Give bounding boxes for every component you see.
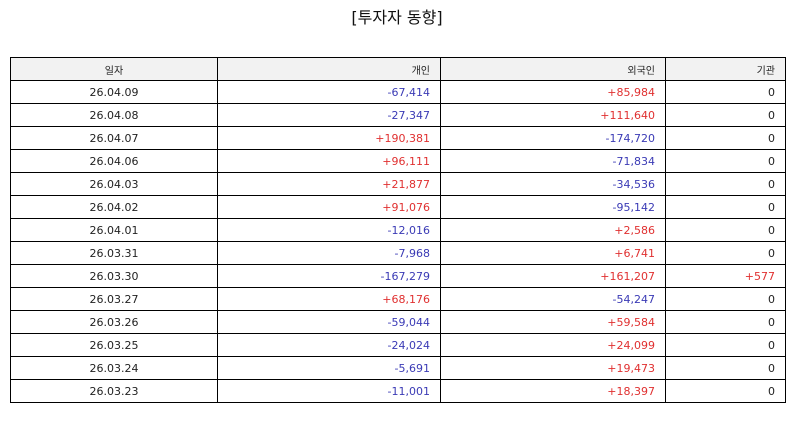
cell-individual: +190,381 bbox=[217, 126, 441, 150]
table-row: 26.03.23 -11,001 +18,397 0 bbox=[10, 379, 786, 403]
cell-foreign: +111,640 bbox=[440, 103, 666, 127]
page-title: [투자자 동향] bbox=[351, 8, 443, 27]
table-row: 26.03.25 -24,024 +24,099 0 bbox=[10, 333, 786, 357]
cell-date: 26.04.08 bbox=[10, 103, 218, 127]
table-body: 26.04.09 -67,414 +85,984 0 26.04.08 -27,347 +1… bbox=[10, 80, 786, 403]
cell-individual: -24,024 bbox=[217, 333, 441, 357]
cell-foreign: +59,584 bbox=[440, 310, 666, 334]
cell-institution: 0 bbox=[665, 149, 786, 173]
cell-individual: -12,016 bbox=[217, 218, 441, 242]
cell-date: 26.03.24 bbox=[10, 356, 218, 380]
cell-date: 26.03.30 bbox=[10, 264, 218, 288]
table-header-row: 일자 개인 외국인 기관 bbox=[10, 57, 786, 81]
table-row: 26.04.06 +96,111 -71,834 0 bbox=[10, 149, 786, 173]
cell-foreign: +6,741 bbox=[440, 241, 666, 265]
cell-date: 26.03.25 bbox=[10, 333, 218, 357]
cell-date: 26.04.07 bbox=[10, 126, 218, 150]
table-row: 26.04.03 +21,877 -34,536 0 bbox=[10, 172, 786, 196]
column-header-institution: 기관 bbox=[665, 57, 786, 81]
cell-individual: +91,076 bbox=[217, 195, 441, 219]
cell-individual: -11,001 bbox=[217, 379, 441, 403]
cell-foreign: +19,473 bbox=[440, 356, 666, 380]
table-row: 26.03.31 -7,968 +6,741 0 bbox=[10, 241, 786, 265]
cell-institution: 0 bbox=[665, 218, 786, 242]
cell-institution: 0 bbox=[665, 287, 786, 311]
cell-foreign: -71,834 bbox=[440, 149, 666, 173]
cell-individual: -7,968 bbox=[217, 241, 441, 265]
cell-foreign: -95,142 bbox=[440, 195, 666, 219]
cell-institution: 0 bbox=[665, 356, 786, 380]
cell-institution: 0 bbox=[665, 379, 786, 403]
cell-foreign: -174,720 bbox=[440, 126, 666, 150]
table-row: 26.04.09 -67,414 +85,984 0 bbox=[10, 80, 786, 104]
table-row: 26.03.27 +68,176 -54,247 0 bbox=[10, 287, 786, 311]
cell-institution: 0 bbox=[665, 103, 786, 127]
cell-individual: -27,347 bbox=[217, 103, 441, 127]
cell-institution: 0 bbox=[665, 310, 786, 334]
column-header-date: 일자 bbox=[10, 57, 218, 81]
cell-foreign: +161,207 bbox=[440, 264, 666, 288]
cell-institution: 0 bbox=[665, 333, 786, 357]
cell-date: 26.03.27 bbox=[10, 287, 218, 311]
cell-foreign: +85,984 bbox=[440, 80, 666, 104]
column-header-individual: 개인 bbox=[217, 57, 441, 81]
cell-date: 26.03.31 bbox=[10, 241, 218, 265]
cell-individual: -59,044 bbox=[217, 310, 441, 334]
cell-institution: 0 bbox=[665, 80, 786, 104]
table-row: 26.03.30 -167,279 +161,207 +577 bbox=[10, 264, 786, 288]
cell-foreign: -34,536 bbox=[440, 172, 666, 196]
cell-foreign: +18,397 bbox=[440, 379, 666, 403]
table-row: 26.04.07 +190,381 -174,720 0 bbox=[10, 126, 786, 150]
cell-institution: 0 bbox=[665, 195, 786, 219]
table-row: 26.04.02 +91,076 -95,142 0 bbox=[10, 195, 786, 219]
cell-foreign: -54,247 bbox=[440, 287, 666, 311]
cell-date: 26.03.26 bbox=[10, 310, 218, 334]
cell-date: 26.04.09 bbox=[10, 80, 218, 104]
cell-institution: 0 bbox=[665, 126, 786, 150]
cell-institution: 0 bbox=[665, 172, 786, 196]
column-header-foreign: 외국인 bbox=[440, 57, 666, 81]
cell-individual: +68,176 bbox=[217, 287, 441, 311]
cell-individual: -67,414 bbox=[217, 80, 441, 104]
cell-individual: +96,111 bbox=[217, 149, 441, 173]
cell-date: 26.03.23 bbox=[10, 379, 218, 403]
cell-individual: -167,279 bbox=[217, 264, 441, 288]
cell-date: 26.04.06 bbox=[10, 149, 218, 173]
cell-institution: +577 bbox=[665, 264, 786, 288]
table-row: 26.04.01 -12,016 +2,586 0 bbox=[10, 218, 786, 242]
cell-institution: 0 bbox=[665, 241, 786, 265]
table-row: 26.03.24 -5,691 +19,473 0 bbox=[10, 356, 786, 380]
cell-individual: -5,691 bbox=[217, 356, 441, 380]
cell-date: 26.04.02 bbox=[10, 195, 218, 219]
cell-foreign: +24,099 bbox=[440, 333, 666, 357]
cell-date: 26.04.03 bbox=[10, 172, 218, 196]
investor-trend-table: 일자 개인 외국인 기관 26.04.09 -67,414 +85,984 0 26.0… bbox=[10, 57, 786, 403]
cell-foreign: +2,586 bbox=[440, 218, 666, 242]
cell-date: 26.04.01 bbox=[10, 218, 218, 242]
table-row: 26.04.08 -27,347 +111,640 0 bbox=[10, 103, 786, 127]
cell-individual: +21,877 bbox=[217, 172, 441, 196]
table-row: 26.03.26 -59,044 +59,584 0 bbox=[10, 310, 786, 334]
